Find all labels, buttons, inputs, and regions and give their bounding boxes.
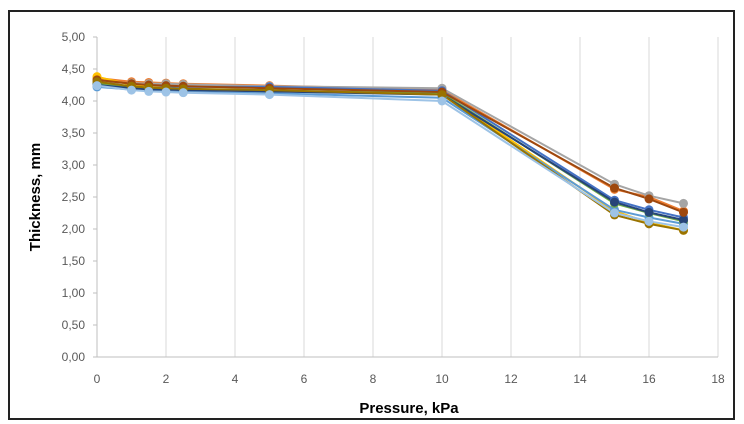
- data-point: [679, 222, 688, 232]
- data-point: [644, 216, 654, 226]
- series-line-8: [96, 78, 684, 214]
- y-tick-label: 4,00: [62, 94, 86, 108]
- series-line-10: [96, 84, 684, 229]
- data-point: [610, 183, 619, 193]
- x-tick-label: 8: [370, 372, 377, 386]
- y-tick-label: 3,50: [62, 126, 86, 140]
- series-points: [92, 72, 688, 235]
- y-tick-label: 1,00: [62, 286, 86, 300]
- x-tick-label: 10: [435, 372, 449, 386]
- data-point: [437, 96, 447, 106]
- y-tick-label: 0,50: [62, 318, 86, 332]
- y-tick-label: 3,00: [62, 158, 86, 172]
- x-tick-label: 4: [232, 372, 239, 386]
- x-tick-labels: 0 2 4 6 8 10 12 14 16 18: [94, 372, 725, 386]
- data-point: [679, 198, 688, 208]
- x-tick-label: 12: [504, 372, 518, 386]
- data-point: [644, 207, 654, 217]
- y-tick-labels: 0,00 0,50 1,00 1,50 2,00 2,50 3,00 3,50 4,00 4,50…: [62, 30, 86, 364]
- data-point: [127, 85, 136, 95]
- y-axis-title: Thickness, mm: [27, 143, 44, 251]
- x-tick-label: 0: [94, 372, 101, 386]
- data-point: [92, 81, 102, 91]
- series-lines: [96, 75, 684, 232]
- data-point: [644, 194, 654, 204]
- y-tick-label: 2,00: [62, 222, 86, 236]
- x-axis-title: Pressure, kPa: [359, 400, 459, 417]
- series-line-9: [96, 80, 684, 232]
- series-line-7: [96, 84, 684, 221]
- x-tick-label: 6: [301, 372, 308, 386]
- data-point: [178, 88, 188, 98]
- data-point: [161, 87, 171, 97]
- y-tick-label: 2,50: [62, 190, 86, 204]
- x-tick-label: 2: [163, 372, 170, 386]
- x-tick-label: 14: [573, 372, 587, 386]
- x-tick-label: 18: [711, 372, 725, 386]
- series-line-5: [96, 85, 684, 225]
- data-point: [679, 207, 688, 217]
- x-tick-label: 16: [642, 372, 656, 386]
- data-point: [265, 90, 274, 100]
- y-tick-label: 4,50: [62, 62, 86, 76]
- data-point: [679, 215, 688, 225]
- y-tick-label: 0,00: [62, 350, 86, 364]
- data-point: [610, 208, 619, 218]
- y-tick-label: 1,50: [62, 254, 86, 268]
- data-point: [437, 90, 447, 100]
- data-point: [610, 197, 619, 207]
- data-point: [144, 86, 154, 96]
- y-tick-label: 5,00: [62, 30, 86, 44]
